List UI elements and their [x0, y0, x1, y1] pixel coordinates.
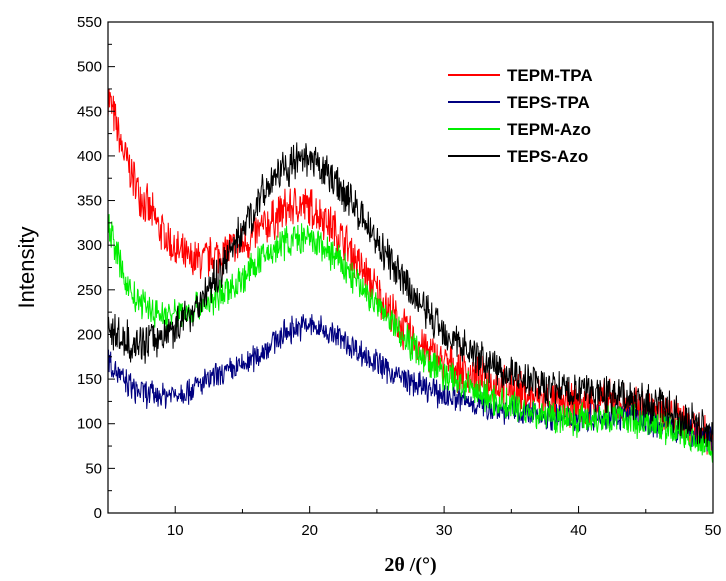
x-tick-label: 20	[301, 522, 318, 539]
y-tick-label: 200	[77, 326, 102, 343]
legend-label: TEPM-Azo	[507, 120, 591, 139]
x-tick-label: 50	[705, 522, 722, 539]
legend-label: TEPM-TPA	[507, 66, 593, 85]
x-tick-label: 30	[436, 522, 453, 539]
y-tick-label: 500	[77, 59, 102, 76]
y-tick-label: 0	[94, 505, 102, 522]
y-tick-label: 450	[77, 103, 102, 120]
y-tick-label: 50	[85, 460, 102, 477]
series-line-tepm-tpa	[107, 88, 714, 456]
legend-label: TEPS-TPA	[507, 93, 590, 112]
y-axis-label: Intensity	[14, 227, 39, 309]
series-line-teps-azo	[107, 142, 714, 447]
legend-label: TEPS-Azo	[507, 147, 588, 166]
axis-ticks: 0 50 100 150 200 250 300 350 400 450 500 550 10 20 30 4…	[77, 14, 721, 539]
x-tick-label: 10	[167, 522, 184, 539]
series-line-tepm-azo	[107, 214, 714, 463]
y-tick-label: 350	[77, 193, 102, 210]
legend: TEPM-TPA TEPS-TPA TEPM-Azo TEPS-Azo	[448, 66, 593, 166]
plot-area-frame	[107, 21, 714, 514]
series-layer	[107, 88, 714, 463]
y-tick-label: 100	[77, 416, 102, 433]
x-tick-label: 40	[570, 522, 587, 539]
y-tick-label: 250	[77, 282, 102, 299]
y-tick-label: 300	[77, 237, 102, 254]
y-tick-label: 150	[77, 371, 102, 388]
y-tick-label: 550	[77, 14, 102, 31]
y-tick-label: 400	[77, 148, 102, 165]
x-axis-label: 2θ /(°)	[384, 554, 436, 576]
